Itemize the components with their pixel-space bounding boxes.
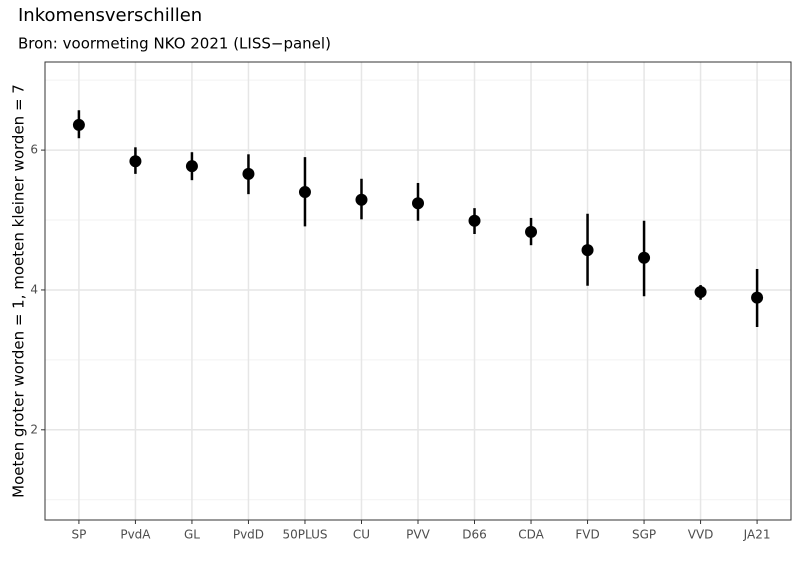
point	[412, 197, 424, 210]
point	[581, 244, 594, 257]
x-tick-label: D66	[462, 528, 487, 542]
x-tick-label: GL	[184, 528, 200, 542]
x-tick-label: PVV	[406, 528, 430, 542]
x-tick-label: SP	[71, 528, 86, 542]
y-tick-label: 2	[30, 422, 38, 436]
x-tick-label: VVD	[688, 528, 714, 542]
x-tick-label: PvdD	[233, 528, 264, 542]
point	[638, 251, 651, 264]
x-tick-label: 50PLUS	[282, 528, 327, 542]
y-tick-label: 4	[30, 282, 38, 296]
point	[751, 291, 764, 304]
point	[355, 193, 368, 206]
point	[72, 118, 85, 131]
x-tick-label: JA21	[743, 528, 771, 542]
x-tick-label: CDA	[518, 528, 544, 542]
x-tick-label: CU	[353, 528, 370, 542]
point	[694, 286, 707, 299]
x-tick-label: PvdA	[120, 528, 151, 542]
x-tick-label: FVD	[575, 528, 599, 542]
chart-title: Inkomensverschillen	[18, 5, 202, 26]
chart-subtitle: Bron: voormeting NKO 2021 (LISS−panel)	[18, 35, 331, 53]
panel-border	[44, 61, 792, 521]
point	[185, 160, 198, 173]
point	[298, 186, 311, 199]
point	[525, 225, 538, 238]
y-axis-label: Moeten groter worden = 1, moeten kleiner…	[10, 84, 28, 498]
point	[242, 167, 255, 180]
y-tick-label: 6	[30, 143, 38, 157]
point	[129, 155, 142, 168]
x-tick-label: SGP	[632, 528, 656, 542]
point	[468, 214, 481, 227]
